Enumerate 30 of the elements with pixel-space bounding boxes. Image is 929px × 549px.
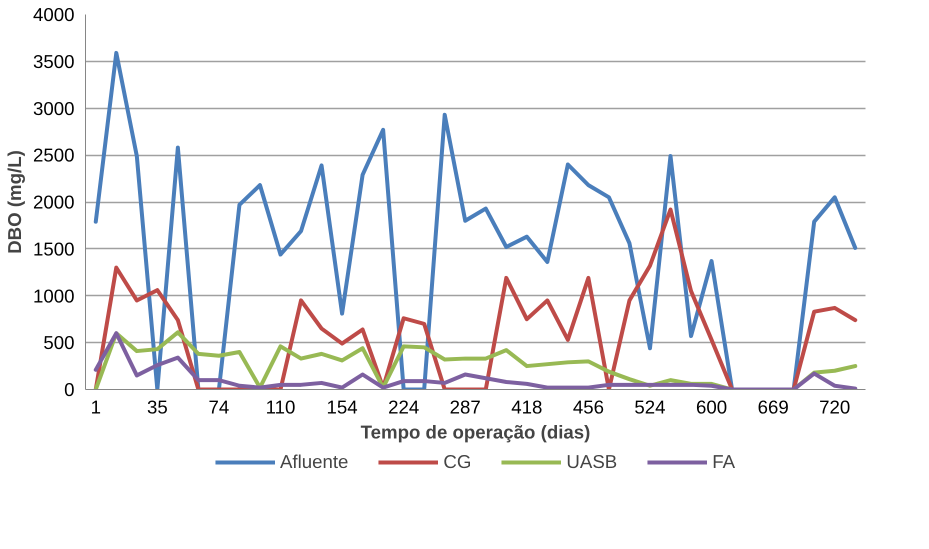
legend-label: Afluente <box>280 451 348 473</box>
line-series <box>94 208 858 390</box>
y-tick-label: 4000 <box>32 4 75 25</box>
y-tick-label: 2000 <box>32 192 75 212</box>
y-tick-label: 3000 <box>32 98 75 119</box>
x-tick-label: 1 <box>90 396 101 418</box>
y-tick-label: 500 <box>43 332 75 354</box>
x-tick-label: 600 <box>696 396 728 418</box>
legend-label: FA <box>712 451 736 473</box>
x-tick-label: 456 <box>572 396 604 418</box>
y-tick-label: 0 <box>64 379 75 400</box>
legend-label: CG <box>443 451 472 473</box>
x-tick-label: 720 <box>819 396 850 418</box>
x-tick-label: 74 <box>208 396 230 418</box>
x-tick-label: 418 <box>511 396 542 418</box>
x-tick-label: 110 <box>266 396 296 418</box>
x-tick-label: 524 <box>634 396 666 418</box>
x-tick-label: 224 <box>388 396 420 418</box>
y-tick-label: 1500 <box>32 238 75 260</box>
line-series <box>94 50 858 390</box>
x-tick-label: 287 <box>450 396 481 418</box>
y-tick-label: 2500 <box>32 144 75 166</box>
legend-label: UASB <box>566 451 618 473</box>
y-axis-title: DBO (mg/L) <box>4 150 25 254</box>
y-tick-label: 3500 <box>32 50 75 72</box>
x-tick-label: 669 <box>758 396 789 418</box>
x-tick-label: 154 <box>326 396 358 418</box>
x-tick-label: 35 <box>146 396 168 418</box>
y-tick-label: 1000 <box>32 285 75 306</box>
x-axis-title: Tempo de operação (dias) <box>360 422 590 442</box>
